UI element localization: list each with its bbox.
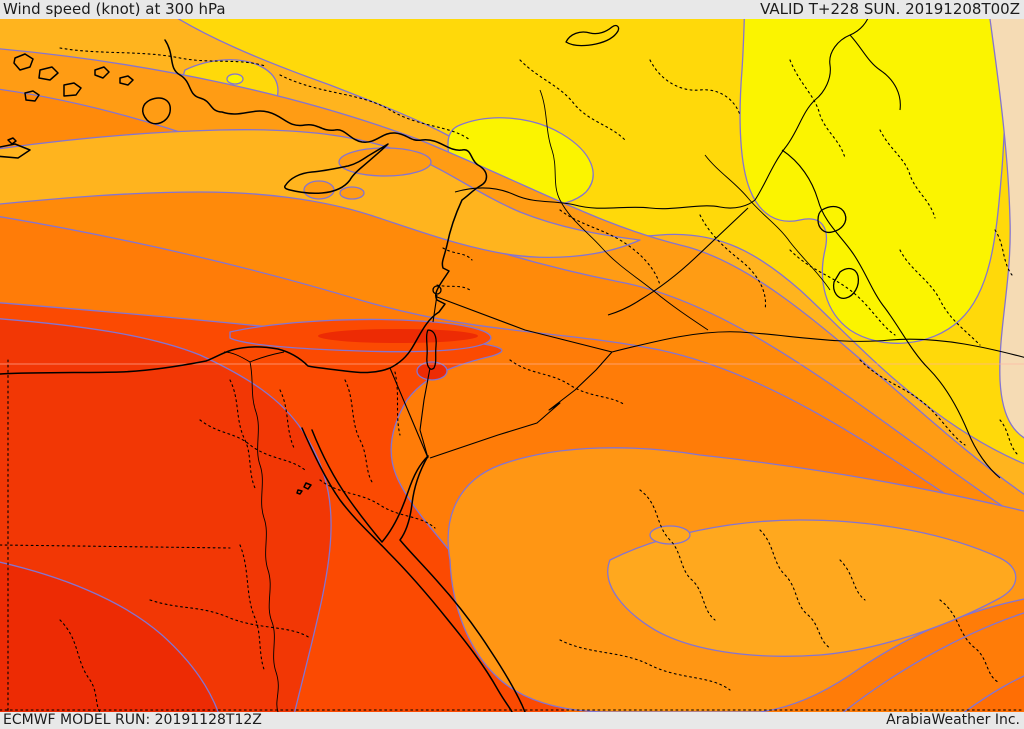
euphrates-river — [539, 89, 709, 331]
lake-urmia — [832, 267, 860, 299]
islands-aegean — [13, 53, 134, 102]
border-jordan-saudi — [429, 351, 613, 459]
band-saudi-inner — [607, 519, 1017, 657]
credit-label: ArabiaWeather Inc. — [886, 712, 1020, 728]
rivers — [223, 89, 831, 712]
lake-tuz — [565, 24, 620, 47]
dark-oval-w-cyprus — [303, 180, 335, 200]
red-streak-core — [318, 329, 478, 343]
coast-sinai — [311, 429, 429, 543]
valid-time-label: VALID T+228 SUN. 20191208T00Z — [760, 0, 1020, 18]
dark-oval-ne-cyprus — [338, 147, 432, 177]
border-turkey-syria — [454, 187, 756, 210]
band-beige-east-edge — [989, 19, 1024, 439]
border-turkey-east — [754, 19, 869, 201]
country-borders-dotted — [0, 47, 1024, 712]
border-armenia — [849, 34, 901, 111]
lakes — [425, 24, 860, 370]
coast-cyprus — [284, 143, 389, 194]
tigris-river — [704, 154, 831, 291]
map-title: Wind speed (knot) at 300 hPa — [3, 0, 226, 18]
band-saudi-small-blob — [649, 525, 691, 545]
wind-speed-map — [0, 19, 1024, 712]
coastlines — [0, 39, 526, 712]
band-red-deep-corner — [0, 561, 219, 712]
coast-gulf-suez-west — [301, 427, 513, 712]
border-egypt-israel — [389, 367, 429, 459]
dead-sea — [425, 329, 437, 370]
island-rhodes — [142, 97, 171, 125]
nile-river — [249, 361, 279, 712]
coast-red-sea-east — [399, 455, 526, 712]
coast-turkey-levant-egypt — [0, 39, 488, 375]
header-bar: Wind speed (knot) at 300 hPa VALID T+228… — [0, 0, 1024, 19]
band-corner-dark-1 — [842, 612, 1024, 712]
band-yellow-east — [739, 19, 1016, 344]
model-run-label: ECMWF MODEL RUN: 20191128T12Z — [3, 712, 262, 728]
red-sea-islands — [296, 482, 312, 495]
dark-oval-s-cyprus — [339, 186, 365, 200]
nile-delta-branches — [223, 351, 285, 363]
lake-van — [817, 205, 847, 234]
footer-bar: ECMWF MODEL RUN: 20191128T12Z ArabiaWeat… — [0, 712, 1024, 729]
red-spot-dead-sea — [416, 361, 448, 381]
island-crete-edge — [0, 137, 31, 159]
country-borders-solid — [389, 19, 1024, 479]
sea-of-galilee — [432, 285, 442, 295]
border-syria-iraq — [607, 207, 749, 316]
yellow-speck-2 — [226, 73, 244, 85]
band-corner-dark-2 — [963, 675, 1024, 712]
map-canvas — [0, 19, 1024, 712]
border-iraq-saudi — [611, 331, 1024, 358]
border-syria-jordan — [436, 296, 613, 353]
border-iraq-iran — [781, 149, 1001, 479]
